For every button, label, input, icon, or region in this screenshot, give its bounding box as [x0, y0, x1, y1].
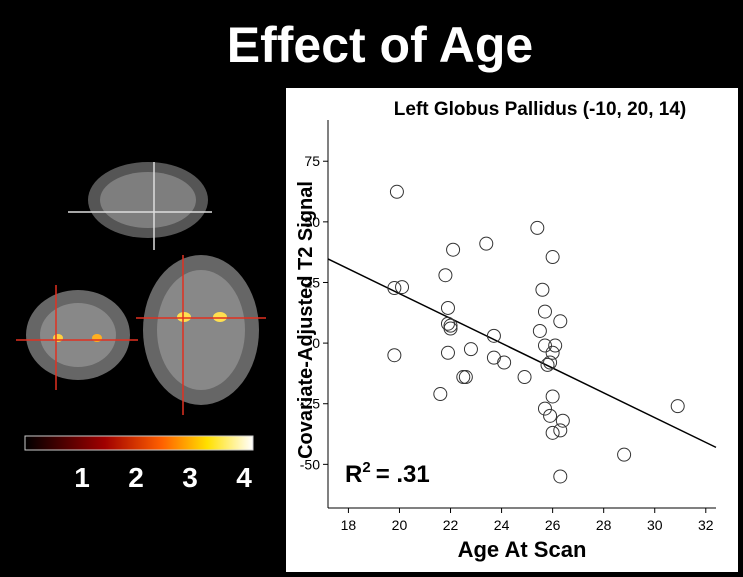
- data-point: [553, 314, 568, 329]
- x-tick-label: 32: [698, 517, 714, 533]
- fit-line: [327, 258, 717, 449]
- data-point: [479, 236, 494, 251]
- x-tick-label: 22: [443, 517, 459, 533]
- y-tick-label: 75: [304, 153, 320, 169]
- data-point: [532, 323, 547, 338]
- data-point: [537, 401, 552, 416]
- brain-axial: [136, 255, 266, 415]
- data-point: [530, 220, 545, 235]
- r-rest: = .31: [376, 461, 430, 488]
- data-point: [486, 328, 501, 343]
- y-tick-label: -50: [300, 456, 320, 472]
- r-base: R: [345, 461, 362, 488]
- data-point: [553, 469, 568, 484]
- x-tick-label: 20: [392, 517, 408, 533]
- colorbar: [24, 435, 254, 451]
- x-tick-label: 28: [596, 517, 612, 533]
- data-point: [440, 345, 455, 360]
- y-axis-label: Covariate-Adjusted T2 Signal: [295, 181, 317, 459]
- data-point: [548, 338, 563, 353]
- chart-title: Left Globus Pallidus (-10, 20, 14): [394, 99, 686, 120]
- x-tick-label: 30: [647, 517, 663, 533]
- data-point: [545, 250, 560, 265]
- data-point: [545, 345, 560, 360]
- colorbar-label: 4: [236, 462, 252, 493]
- r-squared: R2 = .31: [345, 459, 430, 488]
- data-point: [463, 342, 478, 357]
- data-point: [433, 387, 448, 402]
- data-point: [517, 370, 532, 385]
- data-point: [670, 399, 685, 414]
- y-tick-label: -25: [300, 396, 320, 412]
- data-point: [395, 280, 410, 295]
- data-point: [537, 338, 552, 353]
- chart-panel: [286, 88, 738, 572]
- data-point: [438, 268, 453, 283]
- data-point: [540, 357, 555, 372]
- data-point: [443, 321, 458, 336]
- data-point: [553, 423, 568, 438]
- colorbar-label: 3: [182, 462, 198, 493]
- data-point: [440, 300, 455, 315]
- y-tick-label: 25: [304, 274, 320, 290]
- y-tick-label: 50: [304, 214, 320, 230]
- x-axis-label: Age At Scan: [458, 537, 587, 562]
- colorbar-label: 2: [128, 462, 144, 493]
- data-point: [555, 413, 570, 428]
- colorbar-label: 1: [74, 462, 90, 493]
- data-point: [387, 348, 402, 363]
- data-point: [446, 242, 461, 257]
- data-point: [497, 355, 512, 370]
- brain-sagittal: [68, 162, 212, 250]
- data-point: [537, 304, 552, 319]
- x-tick-label: 26: [545, 517, 561, 533]
- data-point: [535, 282, 550, 297]
- data-point: [543, 408, 558, 423]
- x-tick-label: 24: [494, 517, 510, 533]
- slide-title: Effect of Age: [227, 17, 534, 73]
- data-point: [458, 370, 473, 385]
- brain-coronal: [16, 285, 138, 390]
- data-point: [543, 355, 558, 370]
- data-point: [389, 184, 404, 199]
- data-point: [387, 281, 402, 296]
- r-sup: 2: [362, 459, 370, 476]
- data-point: [545, 425, 560, 440]
- x-tick-label: 18: [341, 517, 357, 533]
- data-point: [443, 318, 458, 333]
- data-point: [617, 447, 632, 462]
- y-tick-label: 0: [312, 335, 320, 351]
- data-point: [545, 389, 560, 404]
